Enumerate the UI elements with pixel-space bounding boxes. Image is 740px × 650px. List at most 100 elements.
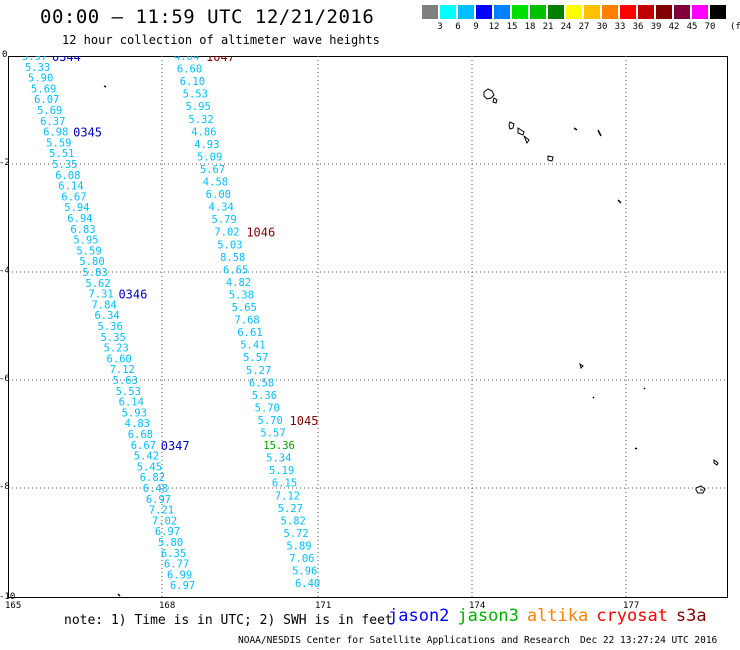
pass-time-label: 1047 <box>206 56 235 64</box>
wave-height-value: 4.82 <box>226 277 251 289</box>
pass-time-label: 0345 <box>73 126 102 140</box>
wave-height-value: 7.02 <box>214 227 239 239</box>
x-tick-label: 177 <box>623 601 640 611</box>
wave-height-value: 6.67 <box>131 440 156 452</box>
y-tick-label: -6 <box>0 374 10 384</box>
wave-height-value: 6.00 <box>206 189 231 201</box>
colorbar-swatch <box>422 5 438 19</box>
colorbar-swatch <box>692 5 708 19</box>
wave-height-value: 5.65 <box>232 302 257 314</box>
colorbar-swatch <box>512 5 528 19</box>
wave-height-value: 8.58 <box>220 252 245 264</box>
track-b: 4.646.606.105.535.955.324.864.935.095.67… <box>174 56 320 590</box>
pass-time-label: 0346 <box>118 288 147 302</box>
wave-height-value: 6.83 <box>70 224 95 236</box>
colorbar-swatch <box>584 5 600 19</box>
wave-height-value: 6.99 <box>167 569 192 581</box>
wave-height-value: 4.86 <box>191 126 216 138</box>
wave-height-value: 6.08 <box>55 170 80 182</box>
colorbar-swatch <box>548 5 564 19</box>
wave-height-value: 5.19 <box>269 465 294 477</box>
wave-height-value: 4.34 <box>209 202 234 214</box>
wave-height-value: 4.58 <box>203 177 228 189</box>
colorbar-label: 9 <box>473 22 479 32</box>
satellite-legend: jason2 jason3 altika cryosat s3a <box>388 606 715 626</box>
wave-height-value: 5.79 <box>211 214 236 226</box>
wave-height-value: 5.32 <box>188 114 213 126</box>
wave-height-value: 5.95 <box>73 235 98 247</box>
wave-height-value: 5.63 <box>113 375 138 387</box>
generated-timestamp: Dec 22 13:27:24 UTC 2016 <box>580 635 718 646</box>
wave-height-value: 7.12 <box>275 490 300 502</box>
colorbar-swatch <box>710 5 726 19</box>
colorbar-label: 42 <box>668 22 680 32</box>
legend-jason2: jason2 <box>388 606 450 626</box>
colorbar-label: 21 <box>542 22 554 32</box>
wave-height-value: 5.57 <box>260 428 285 440</box>
wave-height-value: 6.15 <box>272 478 297 490</box>
wave-height-value: 5.35 <box>101 332 126 344</box>
wave-height-value: 5.53 <box>116 386 141 398</box>
wave-height-value: 7.06 <box>289 553 314 565</box>
wave-height-value: 6.37 <box>40 116 65 128</box>
wave-height-value: 6.40 <box>295 578 320 590</box>
wave-height-value: 6.58 <box>249 377 274 389</box>
y-tick-label: -8 <box>0 482 10 492</box>
wave-height-value: 6.65 <box>223 264 248 276</box>
wave-height-value: 5.80 <box>158 537 183 549</box>
wave-height-value: 5.62 <box>85 278 110 290</box>
wave-height-value: 5.27 <box>278 503 303 515</box>
wave-height-value: 7.31 <box>88 289 113 301</box>
wave-height-value: 5.72 <box>283 528 308 540</box>
y-tick-label: -4 <box>0 266 10 276</box>
pass-time-label: 1045 <box>290 414 319 428</box>
map-subtitle: 12 hour collection of altimeter wave hei… <box>62 33 380 47</box>
track-a: 5.975.335.905.696.075.696.376.985.595.51… <box>22 56 195 592</box>
wave-height-value: 5.42 <box>134 451 159 463</box>
wave-height-value: 4.64 <box>174 56 199 63</box>
y-tick-label: 0 <box>2 50 8 60</box>
wave-height-value: 6.35 <box>161 548 186 560</box>
wave-height-value: 5.97 <box>22 56 47 63</box>
wave-height-value: 5.83 <box>82 267 107 279</box>
pass-time-label: 0347 <box>161 439 190 453</box>
x-tick-label: 168 <box>159 601 176 611</box>
legend-altika: altika <box>526 606 589 626</box>
island-shape <box>103 85 121 597</box>
colorbar-swatch <box>620 5 636 19</box>
colorbar-swatch <box>638 5 654 19</box>
wave-height-value: 6.61 <box>237 327 262 339</box>
wave-height-value: 5.95 <box>186 101 211 113</box>
wave-height-value: 6.77 <box>164 559 189 571</box>
map-frame <box>8 56 728 598</box>
wave-height-value: 6.14 <box>119 397 144 409</box>
wave-height-value: 7.02 <box>152 515 177 527</box>
colorbar-label: 6 <box>455 22 461 32</box>
x-tick-label: 174 <box>469 601 486 611</box>
wave-height-value: 4.83 <box>125 418 150 430</box>
colorbar-swatch <box>458 5 474 19</box>
wave-height-value: 7.68 <box>234 315 259 327</box>
island-shape <box>483 88 498 104</box>
island-shape <box>508 121 530 145</box>
wave-height-value: 4.93 <box>194 139 219 151</box>
y-tick-label: -10 <box>0 592 16 602</box>
wave-height-value: 5.03 <box>217 239 242 251</box>
colorbar-label: 12 <box>488 22 500 32</box>
colorbar-swatch <box>602 5 618 19</box>
colorbar-swatch <box>566 5 582 19</box>
wave-height-value: 5.33 <box>25 62 50 74</box>
wave-height-value: 5.69 <box>37 105 62 117</box>
map-title: 00:00 – 11:59 UTC 12/21/2016 <box>40 6 375 28</box>
wave-height-value: 5.53 <box>183 89 208 101</box>
colorbar-label: 70 <box>704 22 716 32</box>
island-shape <box>579 362 584 369</box>
wave-height-value: 6.97 <box>146 494 171 506</box>
wave-height-value: 5.90 <box>28 73 53 85</box>
wave-height-value: 5.09 <box>197 151 222 163</box>
colorbar-swatch <box>494 5 510 19</box>
wave-height-value: 5.27 <box>246 365 271 377</box>
island-shape <box>592 387 646 450</box>
wave-height-value: 5.89 <box>286 540 311 552</box>
colorbar-label: 39 <box>650 22 662 32</box>
